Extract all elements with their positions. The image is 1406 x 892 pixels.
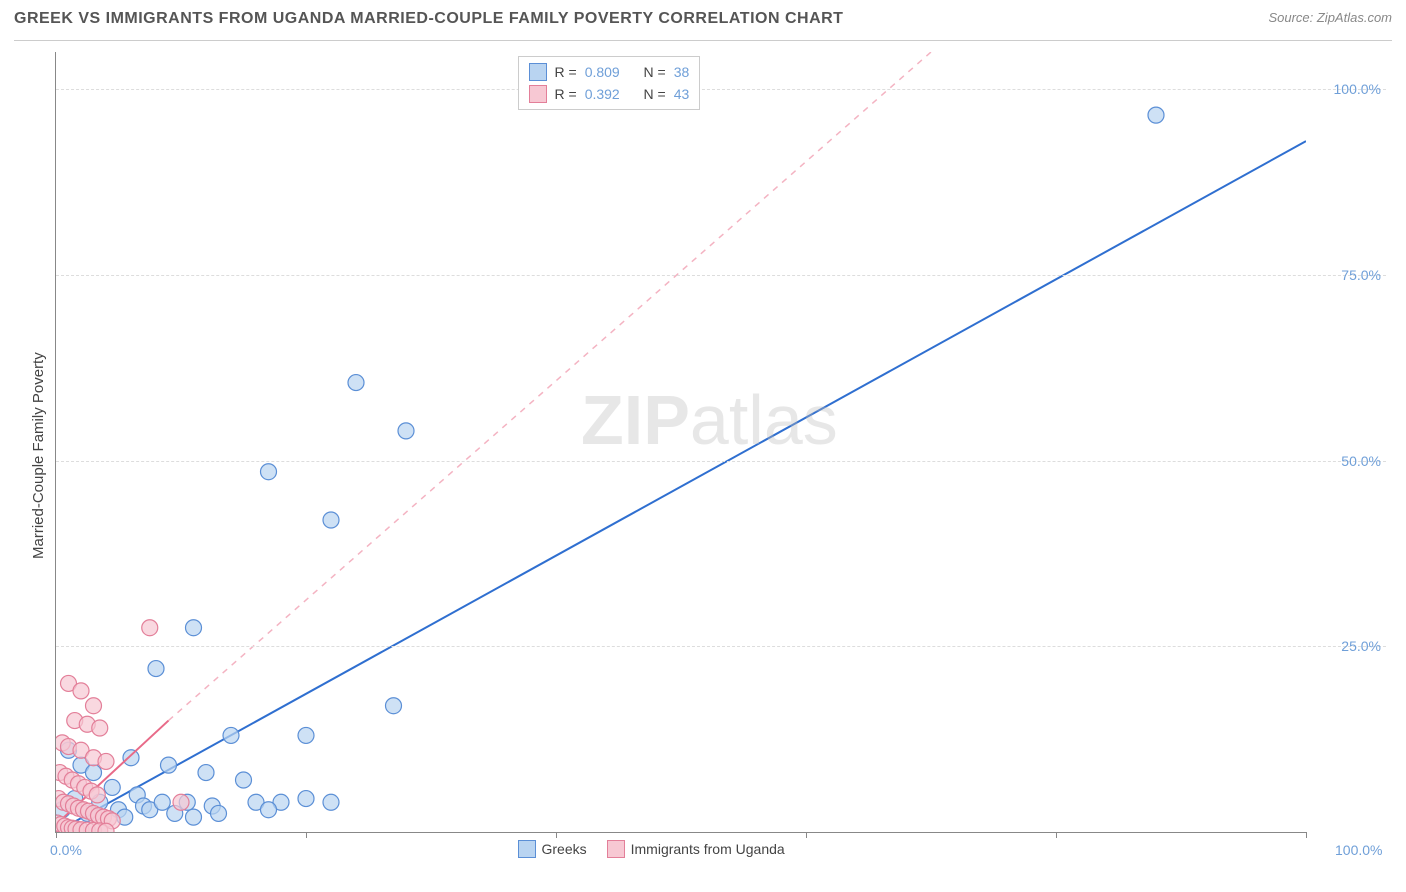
legend-item: Greeks: [518, 840, 587, 858]
data-point: [98, 753, 114, 769]
data-point: [123, 750, 139, 766]
x-tick: [1306, 832, 1307, 838]
grid-line: [56, 275, 1386, 276]
data-point: [298, 727, 314, 743]
x-axis-max-label: 100.0%: [1335, 842, 1360, 858]
data-point: [104, 779, 120, 795]
data-point: [236, 772, 252, 788]
data-point: [386, 698, 402, 714]
data-point: [398, 423, 414, 439]
legend-label: Greeks: [542, 841, 587, 857]
data-point: [323, 512, 339, 528]
data-point: [298, 791, 314, 807]
legend-label: Immigrants from Uganda: [631, 841, 785, 857]
data-point: [348, 375, 364, 391]
plot-area: ZIPatlas 25.0%50.0%75.0%100.0%: [55, 52, 1306, 833]
x-tick: [806, 832, 807, 838]
chart-title: GREEK VS IMMIGRANTS FROM UGANDA MARRIED-…: [14, 10, 843, 28]
chart-source: Source: ZipAtlas.com: [1268, 10, 1392, 25]
y-tick-label: 50.0%: [1341, 453, 1381, 469]
data-point: [186, 809, 202, 825]
chart-svg: [56, 52, 1306, 832]
data-point: [161, 757, 177, 773]
y-tick-label: 25.0%: [1341, 638, 1381, 654]
x-tick: [306, 832, 307, 838]
grid-line: [56, 461, 1386, 462]
y-tick-label: 75.0%: [1341, 267, 1381, 283]
x-tick: [556, 832, 557, 838]
data-point: [1148, 107, 1164, 123]
data-point: [186, 620, 202, 636]
data-point: [89, 787, 105, 803]
data-point: [86, 765, 102, 781]
grid-line: [56, 646, 1386, 647]
legend-stats-row: R =0.392 N =43: [529, 83, 690, 105]
y-tick-label: 100.0%: [1334, 81, 1381, 97]
chart-header: GREEK VS IMMIGRANTS FROM UGANDA MARRIED-…: [14, 10, 1392, 41]
data-point: [148, 661, 164, 677]
data-point: [223, 727, 239, 743]
legend-swatch: [607, 840, 625, 858]
x-axis-min-label: 0.0%: [50, 842, 82, 858]
x-tick: [1056, 832, 1057, 838]
data-point: [154, 794, 170, 810]
grid-line: [56, 89, 1386, 90]
data-point: [73, 683, 89, 699]
legend-series: Greeks Immigrants from Uganda: [518, 840, 785, 858]
legend-stats-row: R =0.809 N =38: [529, 61, 690, 83]
legend-item: Immigrants from Uganda: [607, 840, 785, 858]
data-point: [86, 698, 102, 714]
data-point: [92, 720, 108, 736]
x-tick: [56, 832, 57, 838]
data-point: [173, 794, 189, 810]
data-point: [261, 464, 277, 480]
data-point: [261, 802, 277, 818]
legend-stats: R =0.809 N =38R =0.392 N =43: [518, 56, 701, 110]
legend-swatch: [529, 63, 547, 81]
legend-swatch: [529, 85, 547, 103]
data-point: [142, 620, 158, 636]
data-point: [98, 823, 114, 839]
trend-line-dashed: [169, 52, 932, 721]
data-point: [323, 794, 339, 810]
trend-line: [56, 141, 1306, 832]
data-point: [211, 805, 227, 821]
legend-swatch: [518, 840, 536, 858]
data-point: [198, 765, 214, 781]
y-axis-label: Married-Couple Family Poverty: [30, 352, 47, 559]
